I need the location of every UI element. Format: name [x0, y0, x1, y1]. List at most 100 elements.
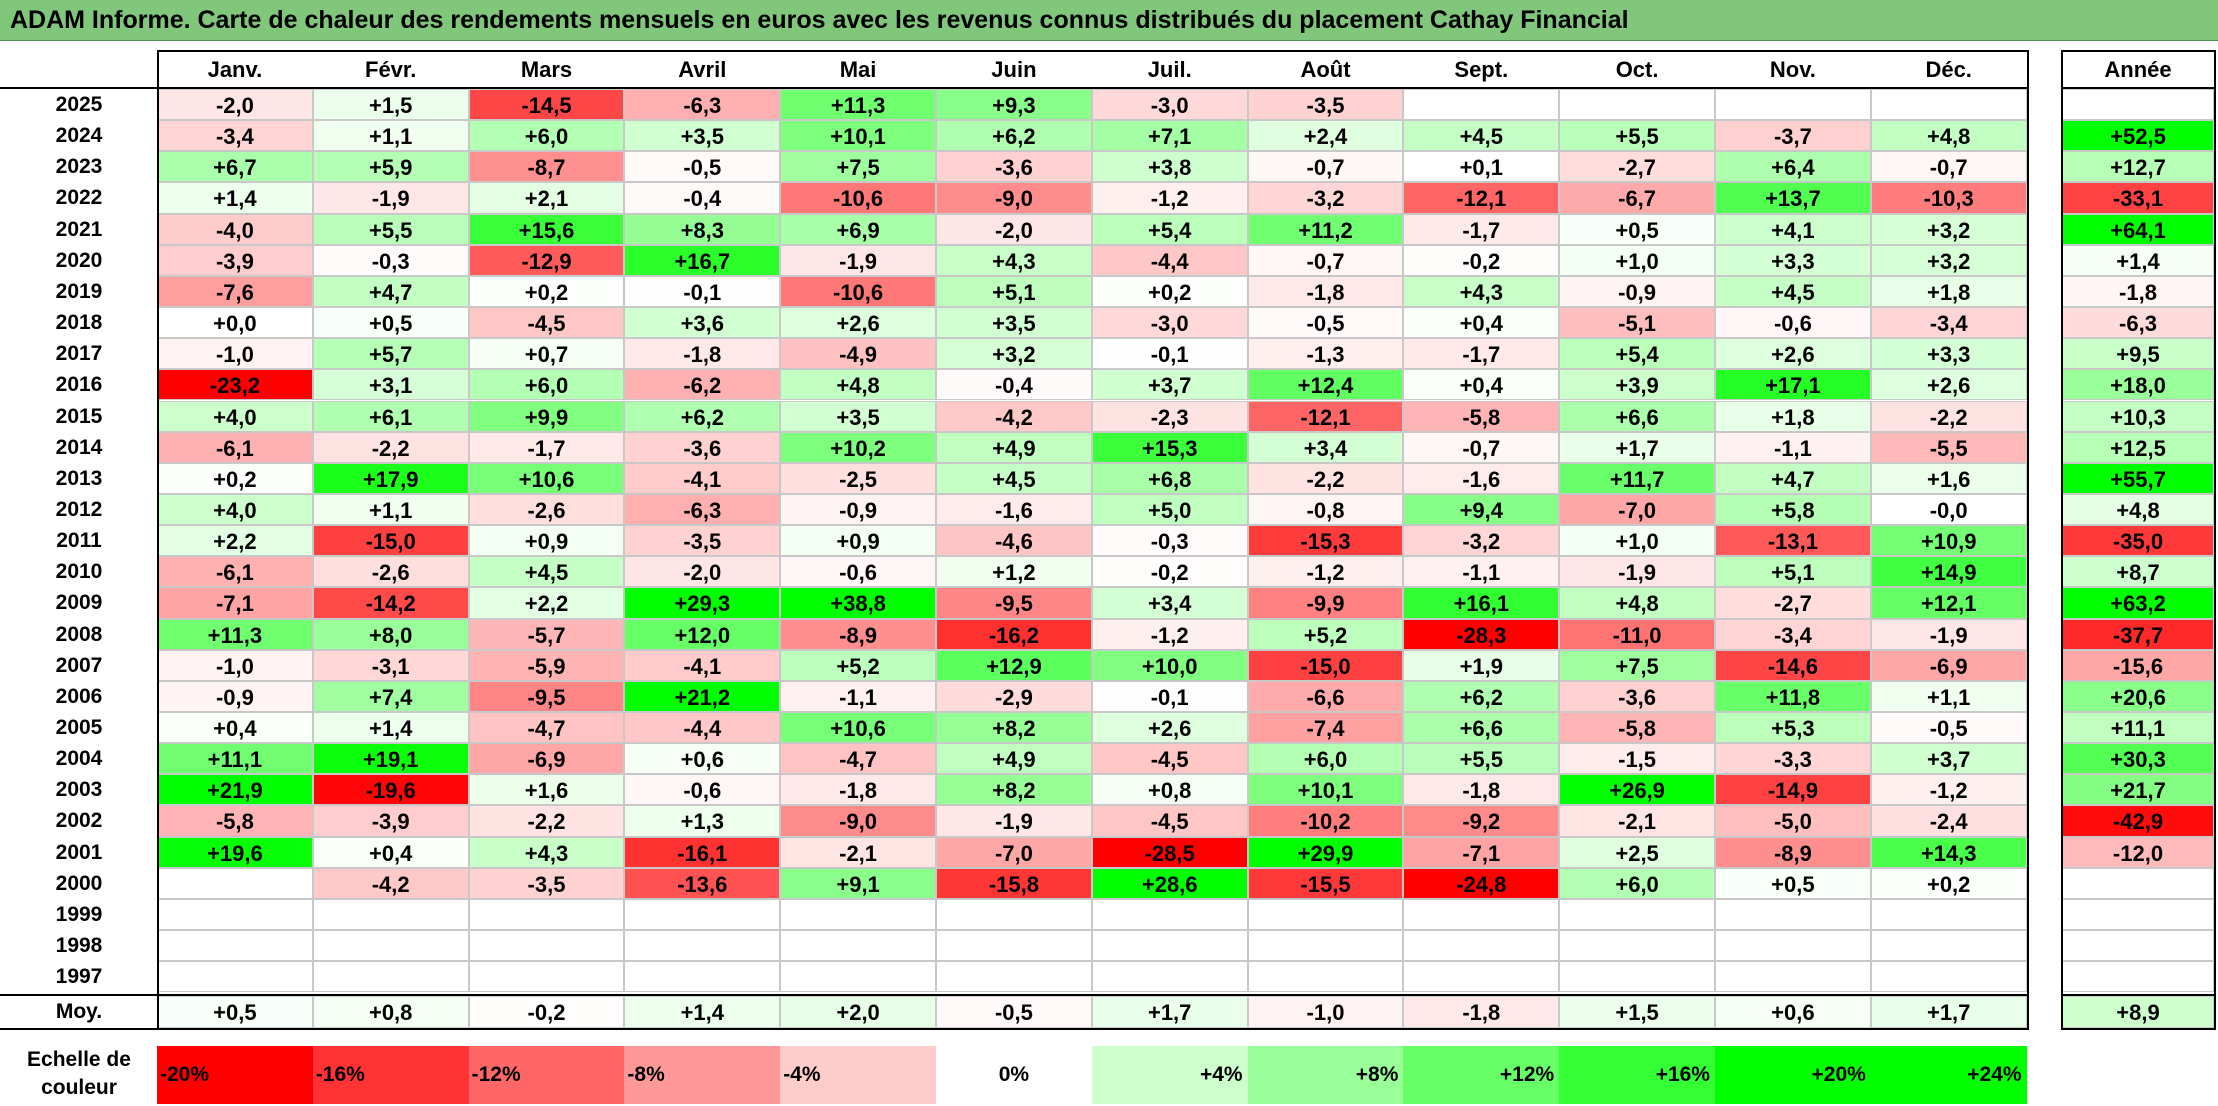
- month-header: Déc.: [1925, 57, 1972, 82]
- heat-cell: +17,9: [312, 462, 469, 494]
- heat-cell: -0,6: [1715, 307, 1871, 339]
- color-scale-step: +12%: [1403, 1046, 1560, 1104]
- heat-cell: [1403, 961, 1560, 993]
- heat-cell: +6,6: [1403, 712, 1560, 744]
- heat-cell: -1,2: [1091, 618, 1248, 650]
- heat-cell: -0,7: [1870, 151, 2027, 183]
- heat-cell: [1715, 961, 1871, 993]
- heat-cell: [1870, 898, 2027, 931]
- year-label: 2020: [55, 248, 103, 272]
- heat-cell: -28,3: [1403, 618, 1560, 650]
- heat-cell: -14,6: [1715, 649, 1871, 681]
- heat-cell: -4,4: [624, 712, 781, 744]
- heat-cell: [1715, 930, 1871, 962]
- heat-cell: [624, 898, 781, 931]
- heat-cell: +11,8: [1715, 680, 1871, 712]
- heat-cell: -14,9: [1715, 774, 1871, 806]
- average-annual-cell: +8,9: [2062, 996, 2214, 1028]
- heat-cell: -4,2: [936, 400, 1092, 432]
- heat-cell: +3,2: [1870, 244, 2027, 276]
- heat-cell: [624, 930, 781, 962]
- heat-cell: +5,5: [1559, 120, 1715, 152]
- month-header: Avril: [678, 57, 727, 82]
- heat-cell: +4,8: [1870, 120, 2027, 152]
- heat-cell: -9,5: [936, 587, 1092, 619]
- heat-cell: -0,1: [624, 275, 781, 308]
- heat-cell: [312, 898, 469, 931]
- heat-cell: -2,0: [157, 89, 313, 121]
- heat-cell: [1715, 898, 1871, 931]
- annual-cell: -12,0: [2062, 836, 2214, 868]
- heat-cell: -6,2: [624, 369, 781, 401]
- heat-cell: -1,9: [1559, 556, 1715, 588]
- heat-cell: -2,0: [936, 213, 1092, 245]
- heat-cell: -4,1: [624, 649, 781, 681]
- heat-cell: [1870, 961, 2027, 993]
- heat-cell: +4,5: [1403, 120, 1560, 152]
- annual-cell: -35,0: [2062, 525, 2214, 557]
- heat-cell: [1403, 930, 1560, 962]
- heat-cell: +17,1: [1715, 369, 1871, 401]
- heat-cell: +0,9: [780, 525, 936, 557]
- color-scale-label: Echelle de couleur: [2, 1044, 156, 1104]
- heat-cell: -0,5: [1870, 712, 2027, 744]
- heat-cell: -4,9: [780, 338, 936, 370]
- heat-cell: -1,1: [1715, 431, 1871, 463]
- heat-cell: -6,3: [624, 89, 781, 121]
- heat-cell: -5,8: [1403, 400, 1560, 432]
- heat-cell: +4,3: [936, 244, 1092, 276]
- color-scale-step: -8%: [624, 1046, 781, 1104]
- annual-cell: +55,7: [2062, 462, 2214, 494]
- heat-cell: -3,6: [936, 151, 1092, 183]
- heat-cell: -9,0: [780, 805, 936, 837]
- heat-cell: +9,9: [468, 400, 625, 432]
- heat-cell: +5,2: [780, 649, 936, 681]
- year-label: 2003: [55, 778, 103, 802]
- heat-cell: +11,3: [780, 89, 936, 121]
- heat-cell: -14,2: [312, 587, 469, 619]
- heat-cell: -13,1: [1715, 525, 1871, 557]
- heat-cell: -0,0: [1870, 493, 2027, 526]
- heat-cell: +6,0: [468, 369, 625, 401]
- heat-cell: +6,1: [312, 400, 469, 432]
- heat-cell: -23,2: [157, 369, 313, 401]
- heat-cell: +12,9: [936, 649, 1092, 681]
- heat-cell: -2,7: [1559, 151, 1715, 183]
- heat-cell: +26,9: [1559, 774, 1715, 806]
- heat-cell: [157, 898, 313, 931]
- heat-cell: -7,6: [157, 275, 313, 308]
- heat-cell: +1,0: [1559, 525, 1715, 557]
- year-label: 2010: [55, 560, 103, 584]
- heat-cell: +5,4: [1559, 338, 1715, 370]
- year-label: 2015: [55, 404, 103, 428]
- heat-cell: +3,5: [624, 120, 781, 152]
- heat-cell: -2,9: [936, 680, 1092, 712]
- heat-cell: [1091, 961, 1248, 993]
- color-scale-label-line1: Echelle de: [27, 1048, 131, 1071]
- annual-cell: -42,9: [2062, 805, 2214, 837]
- heat-cell: +1,4: [312, 712, 469, 744]
- heat-cell: -15,0: [1247, 649, 1404, 681]
- heat-cell: +3,5: [936, 307, 1092, 339]
- color-scale-step: +16%: [1559, 1046, 1715, 1104]
- heat-cell: -1,1: [1403, 556, 1560, 588]
- heat-cell: +6,7: [157, 151, 313, 183]
- heat-cell: -1,3: [1247, 338, 1404, 370]
- heat-cell: -7,1: [1403, 836, 1560, 868]
- heat-cell: -1,7: [1403, 213, 1560, 245]
- heat-cell: [157, 961, 313, 993]
- color-scale-label-line2: couleur: [41, 1076, 117, 1099]
- year-label: 2006: [55, 684, 103, 708]
- heat-cell: +15,6: [468, 213, 625, 245]
- heat-cell: +10,1: [780, 120, 936, 152]
- annual-cell: -6,3: [2062, 307, 2214, 339]
- heat-cell: +1,8: [1870, 275, 2027, 308]
- heat-cell: -1,6: [1403, 462, 1560, 494]
- heat-cell: [157, 930, 313, 962]
- heat-cell: -7,4: [1247, 712, 1404, 744]
- heat-cell: +3,6: [624, 307, 781, 339]
- heat-cell: [1403, 89, 1560, 121]
- heat-cell: +4,1: [1715, 213, 1871, 245]
- heat-cell: +1,6: [468, 774, 625, 806]
- heat-cell: +5,9: [312, 151, 469, 183]
